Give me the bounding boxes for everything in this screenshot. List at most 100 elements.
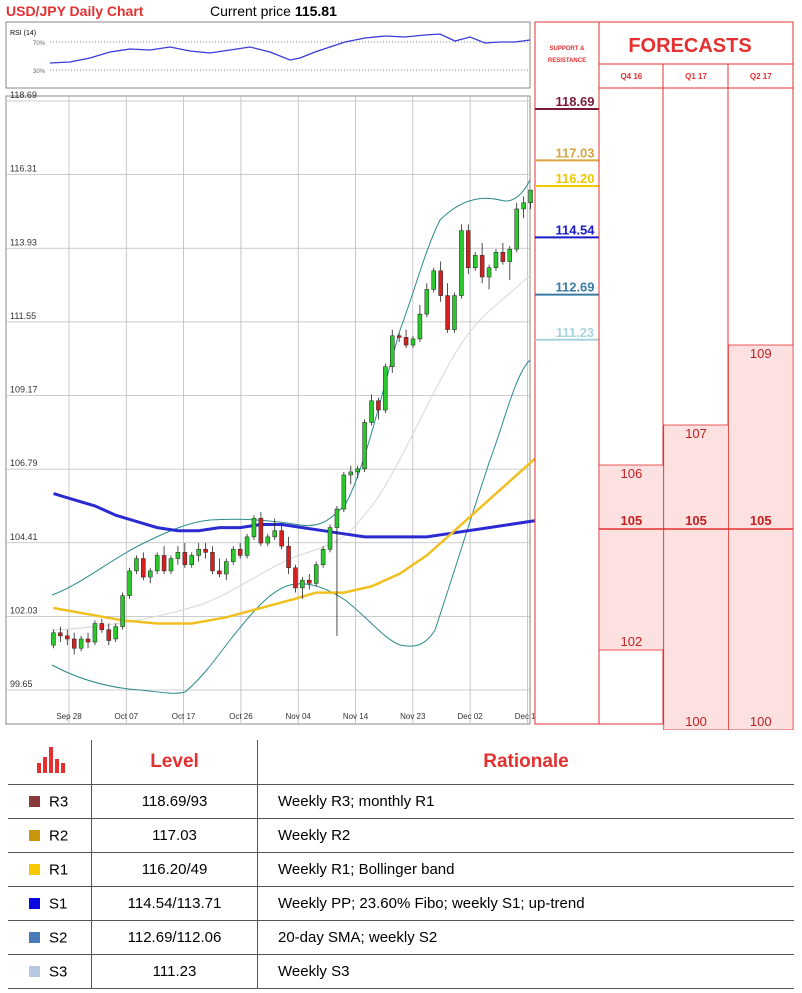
row-label-cell: S3 (8, 954, 92, 989)
candle (217, 558, 222, 578)
row-color-swatch (29, 796, 40, 808)
candle-body (189, 555, 194, 565)
candle (320, 546, 326, 568)
x-tick-label: Nov 23 (400, 712, 426, 721)
candle (272, 518, 277, 540)
rsi-level-30: 30% (33, 69, 46, 75)
row-level: 117.03 (91, 818, 258, 853)
candle-body (175, 552, 181, 559)
chart-title: USD/JPY Daily Chart (6, 3, 144, 19)
row-label: R2 (49, 827, 69, 845)
candle-body (472, 255, 478, 268)
candle-body (251, 518, 257, 538)
candle-body (113, 626, 118, 640)
candle (230, 546, 236, 565)
candle-body (196, 548, 201, 556)
y-tick-label: 118.69 (10, 90, 37, 100)
rsi-label: RSI (14) (10, 30, 36, 37)
row-color-swatch (29, 932, 40, 944)
candle (189, 552, 194, 568)
candle-body (390, 335, 395, 367)
table-header-rationale: Rationale (257, 740, 794, 785)
candle (300, 577, 305, 599)
candle (383, 363, 388, 414)
candle (244, 533, 250, 559)
candle (355, 465, 360, 479)
candles (51, 189, 533, 655)
candle (362, 419, 367, 472)
bollinger-middle (51, 274, 531, 631)
candle (71, 632, 77, 655)
candle-body (237, 548, 243, 556)
row-rationale: Weekly S3 (257, 954, 794, 989)
candle-body (431, 270, 436, 290)
candle (286, 536, 291, 574)
candle (182, 543, 188, 568)
rsi-level-70: 70% (33, 41, 46, 47)
candle (466, 224, 471, 274)
candle-body (369, 400, 374, 423)
x-tick-label: Oct 26 (229, 712, 253, 721)
row-label: S2 (49, 929, 68, 947)
candle (390, 329, 395, 373)
candle-body (286, 545, 291, 569)
candle (175, 546, 181, 565)
candle (99, 618, 105, 633)
candle (168, 555, 174, 574)
candle (251, 515, 257, 540)
price-value: 115.81 (294, 3, 337, 19)
level-value-s1: 114.54 (555, 222, 595, 237)
forecast-lower: 100 (685, 714, 707, 729)
candle-body (51, 632, 56, 646)
candle-body (71, 638, 77, 649)
candle-body (182, 552, 188, 565)
candle-body (334, 508, 340, 528)
sr-label-line2: RESISTANCE (548, 58, 586, 64)
y-tick-label: 113.93 (10, 237, 37, 247)
forecast-upper: 109 (750, 346, 772, 361)
level-value-s3: 111.23 (556, 325, 594, 340)
candle (307, 573, 312, 590)
candle-body (362, 422, 367, 470)
candle (376, 397, 381, 420)
candle (528, 189, 533, 209)
candle-body (279, 530, 284, 547)
x-tick-label: Oct 07 (115, 712, 139, 721)
candle-body (417, 313, 423, 340)
candle (224, 558, 229, 581)
candle-body (383, 366, 388, 411)
row-rationale: Weekly PP; 23.60% Fibo; weekly S1; up-tr… (257, 886, 794, 921)
candle-body (258, 518, 264, 544)
row-rationale: Weekly R2 (257, 818, 794, 853)
candle (514, 202, 519, 253)
bollinger-lower (51, 359, 531, 694)
candle-body (307, 579, 312, 584)
forecast-lower: 102 (620, 634, 642, 649)
forecast-lower: 100 (750, 714, 772, 729)
candle (327, 524, 333, 553)
candle-body (154, 555, 160, 572)
candle-body (452, 295, 457, 330)
row-label-cell: R2 (8, 818, 92, 853)
candle-body (355, 468, 360, 473)
candle-body (127, 570, 132, 596)
forecast-range-band (598, 464, 665, 651)
candle (237, 543, 243, 559)
candle (479, 242, 485, 284)
row-color-swatch (29, 864, 40, 876)
candle (85, 632, 91, 649)
x-tick-label: Sep 28 (56, 712, 82, 721)
sma-50-line (53, 406, 587, 625)
candle (141, 552, 146, 581)
candle (500, 242, 506, 265)
forecast-central: 105 (685, 513, 707, 528)
y-tick-label: 109.17 (10, 385, 38, 395)
y-axis: 118.69 116.31 113.93 111.55 109.17 106.79 104.… (10, 90, 38, 689)
current-price: Current price 115.81 (210, 3, 337, 19)
forecast-col-label: Q2 17 (750, 72, 772, 81)
candle (279, 524, 284, 550)
bollinger-upper (51, 179, 531, 596)
row-label-cell: R1 (8, 852, 92, 887)
candle-body (210, 552, 215, 572)
chart-area: RSI (14) 70% 30% 118.69 116.31 113.93 111.5… (5, 21, 794, 730)
